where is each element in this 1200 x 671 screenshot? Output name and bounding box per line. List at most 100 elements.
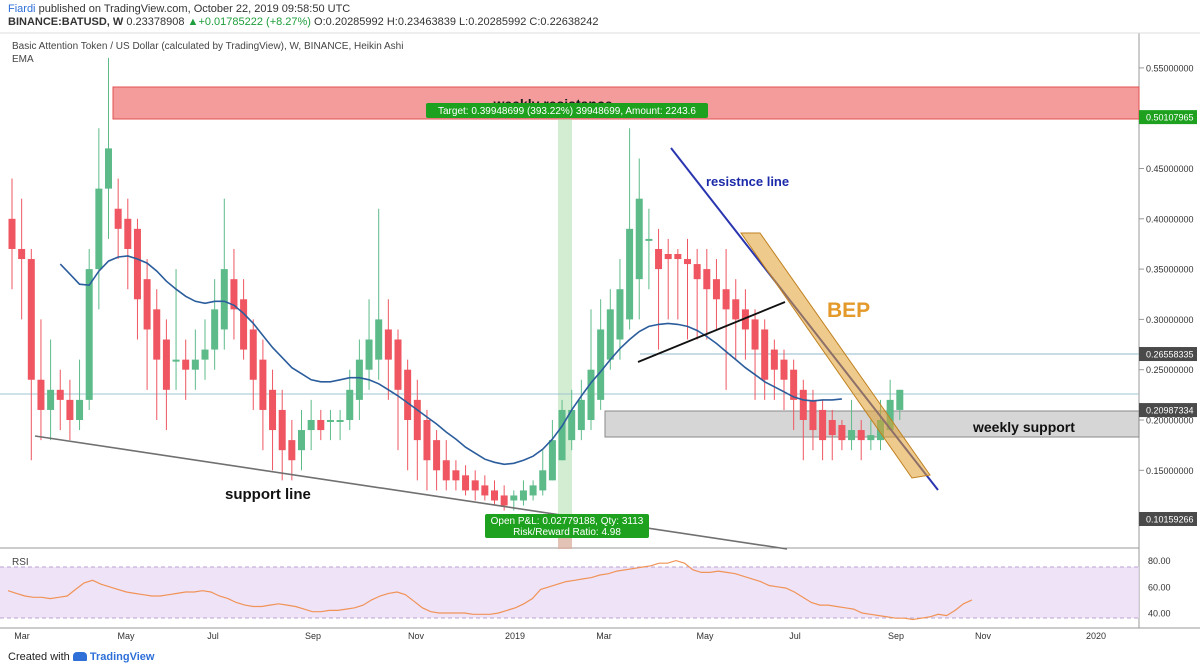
candle[interactable]: [799, 379, 807, 461]
candle[interactable]: [249, 319, 257, 410]
candle[interactable]: [597, 299, 605, 410]
candle[interactable]: [751, 309, 759, 400]
candle[interactable]: [433, 430, 441, 491]
candle[interactable]: [732, 279, 740, 360]
candle[interactable]: [529, 480, 537, 501]
candle[interactable]: [95, 128, 103, 310]
candle[interactable]: [848, 399, 856, 451]
candle[interactable]: [365, 299, 373, 390]
candle[interactable]: [539, 450, 547, 496]
candle[interactable]: [558, 399, 566, 461]
candle[interactable]: [519, 480, 527, 506]
candle[interactable]: [8, 178, 16, 290]
candle[interactable]: [114, 178, 122, 260]
candle[interactable]: [693, 248, 701, 340]
candle[interactable]: [616, 259, 624, 360]
candle[interactable]: [664, 238, 672, 320]
candle[interactable]: [770, 339, 778, 400]
candle[interactable]: [211, 279, 219, 370]
candle[interactable]: [56, 369, 64, 431]
candle[interactable]: [394, 329, 402, 451]
candle[interactable]: [867, 420, 875, 451]
candle[interactable]: [838, 420, 846, 451]
candle[interactable]: [133, 218, 141, 340]
candle[interactable]: [336, 409, 344, 441]
rsi-label[interactable]: RSI: [12, 557, 29, 568]
candle[interactable]: [413, 379, 421, 481]
candle[interactable]: [307, 399, 315, 451]
candle[interactable]: [828, 409, 836, 461]
candle[interactable]: [230, 248, 238, 340]
rsi-line[interactable]: [7, 559, 973, 621]
candle[interactable]: [298, 409, 305, 471]
candle[interactable]: [761, 319, 769, 400]
breakout-line[interactable]: [637, 301, 786, 363]
candle[interactable]: [626, 128, 634, 330]
indicator-label[interactable]: EMA: [12, 54, 34, 65]
candle[interactable]: [423, 409, 431, 491]
candle[interactable]: [326, 409, 334, 441]
candle[interactable]: [355, 339, 363, 420]
candle[interactable]: [703, 248, 711, 340]
candle[interactable]: [346, 369, 354, 431]
time-axis[interactable]: Mar May Jul Sep Nov 2019 Mar May Jul Sep Nov 2020: [14, 631, 1106, 641]
candle[interactable]: [182, 339, 190, 400]
candle[interactable]: [18, 198, 26, 320]
candle[interactable]: [124, 198, 132, 290]
candle[interactable]: [606, 289, 614, 370]
candle[interactable]: [47, 339, 55, 441]
candle[interactable]: [105, 57, 112, 239]
candle[interactable]: [674, 248, 682, 320]
candle[interactable]: [404, 359, 412, 471]
candle[interactable]: [27, 248, 35, 461]
candle[interactable]: [819, 399, 827, 461]
candle[interactable]: [857, 420, 865, 461]
candle[interactable]: [481, 475, 489, 501]
candle[interactable]: [809, 389, 817, 451]
candle[interactable]: [655, 228, 663, 350]
ema-line[interactable]: [59, 255, 842, 466]
candle[interactable]: [143, 259, 151, 390]
candle[interactable]: [278, 389, 286, 481]
bep-channel[interactable]: [740, 232, 931, 479]
support-trend-line[interactable]: [34, 435, 788, 550]
candle[interactable]: [37, 319, 45, 441]
candle[interactable]: [645, 208, 653, 290]
candle[interactable]: [259, 339, 267, 451]
candle[interactable]: [780, 349, 788, 410]
candle[interactable]: [790, 359, 798, 431]
candle[interactable]: [635, 158, 643, 320]
candle[interactable]: [153, 289, 161, 420]
candle[interactable]: [462, 465, 470, 496]
candle[interactable]: [548, 420, 556, 481]
candle[interactable]: [491, 480, 498, 506]
candle[interactable]: [220, 198, 228, 350]
candle[interactable]: [375, 208, 383, 380]
candle[interactable]: [201, 319, 209, 380]
candle[interactable]: [85, 248, 93, 410]
candle[interactable]: [684, 238, 691, 340]
candle[interactable]: [269, 369, 277, 471]
author-name[interactable]: Fiardi: [8, 3, 36, 15]
candle[interactable]: [162, 319, 170, 431]
candle[interactable]: [471, 470, 479, 501]
candle[interactable]: [712, 259, 720, 330]
candle[interactable]: [896, 389, 904, 420]
candle[interactable]: [741, 289, 749, 360]
candle[interactable]: [76, 359, 84, 431]
candle[interactable]: [442, 440, 450, 491]
candle[interactable]: [577, 379, 585, 441]
candle[interactable]: [66, 379, 74, 441]
candle[interactable]: [452, 460, 460, 491]
candle[interactable]: [240, 279, 248, 360]
tradingview-brand[interactable]: TradingView: [89, 651, 155, 663]
candle[interactable]: [568, 389, 576, 451]
candle[interactable]: [317, 409, 325, 441]
candle[interactable]: [191, 329, 199, 390]
candle[interactable]: [722, 248, 730, 390]
candle[interactable]: [288, 420, 296, 481]
candle[interactable]: [587, 309, 595, 431]
candle[interactable]: [384, 299, 392, 400]
price-axis[interactable]: 0.55000000 0.50107965 0.45000000 0.40000000…: [1139, 63, 1197, 526]
